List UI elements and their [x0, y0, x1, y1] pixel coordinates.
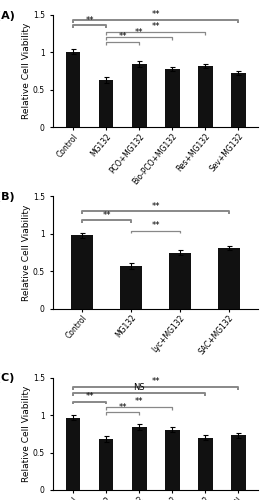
- Bar: [120, 266, 142, 308]
- Bar: [231, 436, 246, 490]
- Text: **: **: [135, 28, 143, 36]
- Y-axis label: Relative Cell Viability: Relative Cell Viability: [22, 23, 31, 119]
- Y-axis label: Relative Cell Viability: Relative Cell Viability: [22, 386, 31, 482]
- Bar: [231, 74, 246, 127]
- Bar: [66, 418, 80, 490]
- Text: **: **: [118, 402, 127, 411]
- Text: (C): (C): [0, 374, 14, 384]
- Text: **: **: [85, 16, 94, 24]
- Bar: [132, 428, 147, 490]
- Bar: [72, 236, 93, 308]
- Bar: [66, 52, 80, 127]
- Bar: [218, 248, 240, 308]
- Bar: [165, 430, 180, 490]
- Bar: [165, 69, 180, 127]
- Y-axis label: Relative Cell Viability: Relative Cell Viability: [22, 204, 31, 300]
- Text: **: **: [151, 202, 160, 210]
- Text: (A): (A): [0, 10, 15, 20]
- Text: **: **: [118, 32, 127, 41]
- Text: **: **: [151, 10, 160, 20]
- Text: **: **: [85, 392, 94, 401]
- Bar: [99, 439, 114, 490]
- Bar: [132, 64, 147, 127]
- Text: **: **: [103, 210, 111, 220]
- Text: NS: NS: [133, 383, 145, 392]
- Text: **: **: [151, 22, 160, 32]
- Text: **: **: [135, 398, 143, 406]
- Bar: [198, 438, 213, 490]
- Bar: [169, 252, 191, 308]
- Text: **: **: [151, 221, 160, 230]
- Bar: [99, 80, 114, 127]
- Text: (B): (B): [0, 192, 14, 202]
- Bar: [198, 66, 213, 127]
- Text: **: **: [151, 377, 160, 386]
